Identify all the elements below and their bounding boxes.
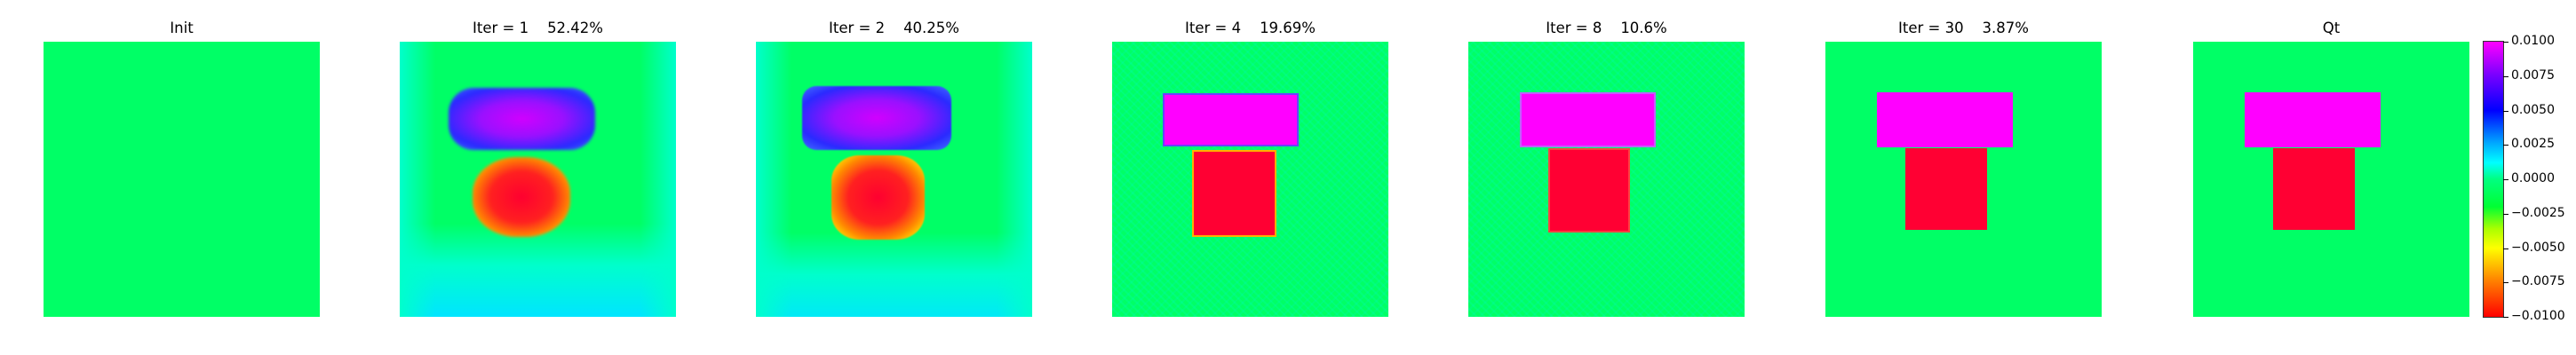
colorbar-tick-mark (2503, 145, 2508, 146)
noise-band (400, 224, 676, 317)
heatmap-panel: Iter = 2 40.25% (756, 0, 1032, 355)
heatmap-image (1468, 42, 1745, 317)
colorbar-tick-mark (2503, 248, 2508, 249)
edge-left (756, 42, 791, 317)
heatmap-panel: Iter = 4 19.69% (1112, 0, 1388, 355)
bottom-block (831, 155, 925, 240)
colorbar-tick-label: −0.0100 (2511, 309, 2565, 323)
top-block (2245, 92, 2381, 147)
heatmap-panel: Qt (2193, 0, 2469, 355)
edge-left (400, 42, 435, 317)
edge-right (997, 42, 1032, 317)
top-block (802, 86, 951, 150)
colorbar-tick-label: −0.0075 (2511, 274, 2565, 289)
colorbar-tick-mark (2503, 110, 2508, 112)
bottom-block (1905, 148, 1987, 230)
bottom-block (1548, 148, 1630, 233)
top-block (1877, 92, 2013, 147)
top-block (1163, 93, 1299, 146)
colorbar-tick-label: −0.0050 (2511, 240, 2565, 255)
heatmap-image (756, 42, 1032, 317)
panel-title: Iter = 4 19.69% (1185, 20, 1316, 36)
heatmap-panel: Iter = 1 52.42% (400, 0, 676, 355)
top-block (449, 88, 595, 150)
colorbar-tick-mark (2503, 179, 2508, 180)
heatmap-image (1112, 42, 1388, 317)
heatmap-panel: Iter = 8 10.6% (1468, 0, 1745, 355)
bottom-block (2273, 148, 2355, 230)
colorbar-tick-mark (2503, 213, 2508, 215)
colorbar (2483, 41, 2504, 318)
heatmap-image (400, 42, 676, 317)
panel-title: Iter = 30 3.87% (1898, 20, 2029, 36)
colorbar-tick-mark (2503, 317, 2508, 318)
heatmap-image (1825, 42, 2102, 317)
panel-title: Init (170, 20, 194, 36)
panel-title: Qt (2322, 20, 2341, 36)
panel-title: Iter = 8 10.6% (1546, 20, 1667, 36)
heatmap-panel: Iter = 30 3.87% (1825, 0, 2102, 355)
colorbar-tick-label: 0.0100 (2511, 34, 2555, 48)
bottom-block (473, 157, 570, 237)
panel-title: Iter = 2 40.25% (829, 20, 959, 36)
top-block (1520, 92, 1656, 147)
colorbar-tick-label: 0.0050 (2511, 102, 2555, 117)
colorbar-tick-mark (2503, 75, 2508, 77)
colorbar-tick-label: 0.0025 (2511, 137, 2555, 152)
colorbar-tick-label: 0.0075 (2511, 67, 2555, 83)
heatmap-panel: Init (44, 0, 320, 355)
colorbar-tick-mark (2503, 282, 2508, 284)
panel-title: Iter = 1 52.42% (473, 20, 603, 36)
heatmap-image (2193, 42, 2469, 317)
colorbar-tick-label: −0.0025 (2511, 205, 2565, 220)
bottom-block (1192, 150, 1276, 237)
heatmap-image (44, 42, 320, 317)
edge-right (640, 42, 676, 317)
colorbar-tick-mark (2503, 42, 2508, 43)
noise-band (756, 233, 1032, 317)
colorbar-tick-label: 0.0000 (2511, 171, 2555, 185)
